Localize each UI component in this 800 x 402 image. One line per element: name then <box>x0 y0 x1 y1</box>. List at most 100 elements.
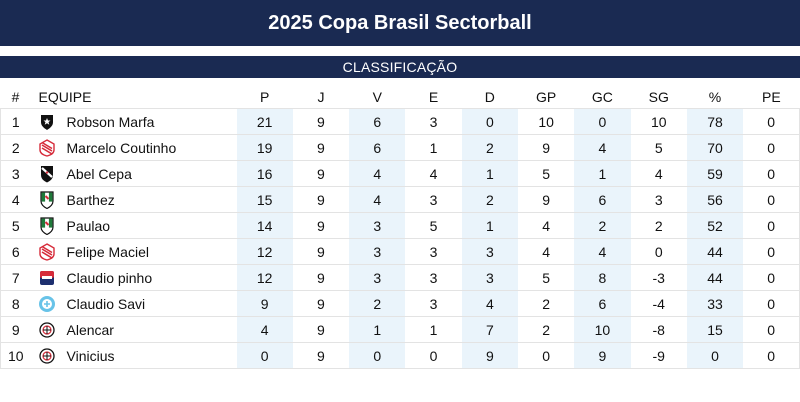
percentage-cell: 59 <box>686 160 744 187</box>
losses-cell: 2 <box>461 186 518 213</box>
position-cell: 5 <box>0 212 31 239</box>
points-cell: 12 <box>236 238 293 265</box>
table-row: 9 Alencar 4 9 1 1 7 2 10 -8 15 0 <box>0 316 800 343</box>
wins-cell: 6 <box>349 108 406 135</box>
losses-cell: 2 <box>461 134 518 161</box>
goals-against-cell: 8 <box>574 264 631 291</box>
games-cell: 9 <box>292 290 350 317</box>
column-header-position: # <box>11 89 20 105</box>
goals-against-cell: 9 <box>574 342 631 369</box>
wins-cell: 1 <box>349 316 406 343</box>
games-cell: 9 <box>292 160 350 187</box>
team-name: Robson Marfa <box>66 113 155 130</box>
team-name: Vinicius <box>66 347 115 364</box>
draws-cell: 5 <box>405 212 462 239</box>
goal-difference-cell: 4 <box>630 160 687 187</box>
goals-for-cell: 9 <box>517 134 575 161</box>
percentage-cell: 15 <box>686 316 744 343</box>
games-cell: 9 <box>292 264 350 291</box>
percentage-cell: 44 <box>686 238 744 265</box>
position-cell: 3 <box>0 160 31 187</box>
goal-difference-cell: 3 <box>630 186 687 213</box>
wins-cell: 4 <box>349 186 406 213</box>
losses-cell: 3 <box>461 238 518 265</box>
page-title: 2025 Copa Brasil Sectorball <box>0 0 800 46</box>
games-cell: 9 <box>292 316 350 343</box>
position-cell: 10 <box>0 342 31 369</box>
goals-for-cell: 2 <box>517 290 575 317</box>
vasco-crest-icon <box>38 165 56 183</box>
bangu-crest-icon <box>38 242 56 261</box>
goals-against-cell: 4 <box>574 238 631 265</box>
table-header-row: # EQUIPE P J V E D GP GC SG % PE <box>1 86 800 109</box>
team-name: Claudio pinho <box>66 269 153 286</box>
bangu-crest-icon <box>38 138 56 157</box>
column-header-games: J <box>317 89 325 105</box>
losses-cell: 9 <box>461 342 518 369</box>
table-row: 7 Claudio pinho 12 9 3 3 3 5 8 -3 44 0 <box>0 264 800 291</box>
pe-cell: 0 <box>743 186 800 213</box>
wins-cell: 6 <box>349 134 406 161</box>
draws-cell: 3 <box>405 290 462 317</box>
team-cell: Claudio Savi <box>30 290 237 317</box>
pe-cell: 0 <box>743 316 800 343</box>
goal-difference-cell: -4 <box>630 290 687 317</box>
goal-difference-cell: 5 <box>630 134 687 161</box>
column-header-percentage: % <box>708 89 722 105</box>
goal-difference-cell: 10 <box>630 108 687 135</box>
goals-against-cell: 0 <box>574 108 631 135</box>
section-title: CLASSIFICAÇÃO <box>0 56 800 78</box>
wins-cell: 4 <box>349 160 406 187</box>
wins-cell: 3 <box>349 212 406 239</box>
goals-for-cell: 2 <box>517 316 575 343</box>
losses-cell: 1 <box>461 212 518 239</box>
goals-for-cell: 9 <box>517 186 575 213</box>
table-row: 10 Vinicius 0 9 0 0 9 0 9 -9 0 0 <box>0 342 800 369</box>
column-header-wins: V <box>372 89 382 105</box>
goals-against-cell: 1 <box>574 160 631 187</box>
games-cell: 9 <box>292 238 350 265</box>
points-cell: 4 <box>236 316 293 343</box>
pe-cell: 0 <box>743 108 800 135</box>
goals-against-cell: 6 <box>574 290 631 317</box>
points-cell: 16 <box>236 160 293 187</box>
wins-cell: 2 <box>349 290 406 317</box>
figueirense-crest-icon <box>38 216 56 235</box>
table-row: 3 Abel Cepa 16 9 4 4 1 5 1 4 59 0 <box>0 160 800 187</box>
column-header-goal-difference: SG <box>648 89 669 105</box>
draws-cell: 1 <box>405 316 462 343</box>
losses-cell: 0 <box>461 108 518 135</box>
pe-cell: 0 <box>743 160 800 187</box>
position-cell: 2 <box>0 134 31 161</box>
goals-against-cell: 2 <box>574 212 631 239</box>
draws-cell: 4 <box>405 160 462 187</box>
goals-for-cell: 4 <box>517 212 575 239</box>
red-blue-crest-icon <box>38 269 56 287</box>
position-cell: 6 <box>0 238 31 265</box>
percentage-cell: 0 <box>686 342 744 369</box>
percentage-cell: 44 <box>686 264 744 291</box>
column-header-pe: PE <box>761 89 781 105</box>
team-name: Felipe Maciel <box>66 243 149 260</box>
position-cell: 9 <box>0 316 31 343</box>
position-cell: 1 <box>0 108 31 135</box>
wins-cell: 3 <box>349 238 406 265</box>
table-row: 2 Marcelo Coutinho 19 9 6 1 2 9 4 5 70 0 <box>0 134 800 161</box>
team-cell: Robson Marfa <box>30 108 237 135</box>
table-row: 1 Robson Marfa 21 9 6 3 0 10 0 10 78 0 <box>0 108 800 135</box>
team-name: Paulao <box>66 217 111 234</box>
points-cell: 19 <box>236 134 293 161</box>
team-name: Claudio Savi <box>66 295 146 312</box>
games-cell: 9 <box>292 186 350 213</box>
draws-cell: 3 <box>405 186 462 213</box>
column-header-losses: D <box>484 89 495 105</box>
goals-against-cell: 6 <box>574 186 631 213</box>
pe-cell: 0 <box>743 342 800 369</box>
draws-cell: 0 <box>405 342 462 369</box>
losses-cell: 1 <box>461 160 518 187</box>
points-cell: 21 <box>236 108 293 135</box>
points-cell: 9 <box>236 290 293 317</box>
pe-cell: 0 <box>743 212 800 239</box>
games-cell: 9 <box>292 134 350 161</box>
team-cell: Felipe Maciel <box>30 238 237 265</box>
